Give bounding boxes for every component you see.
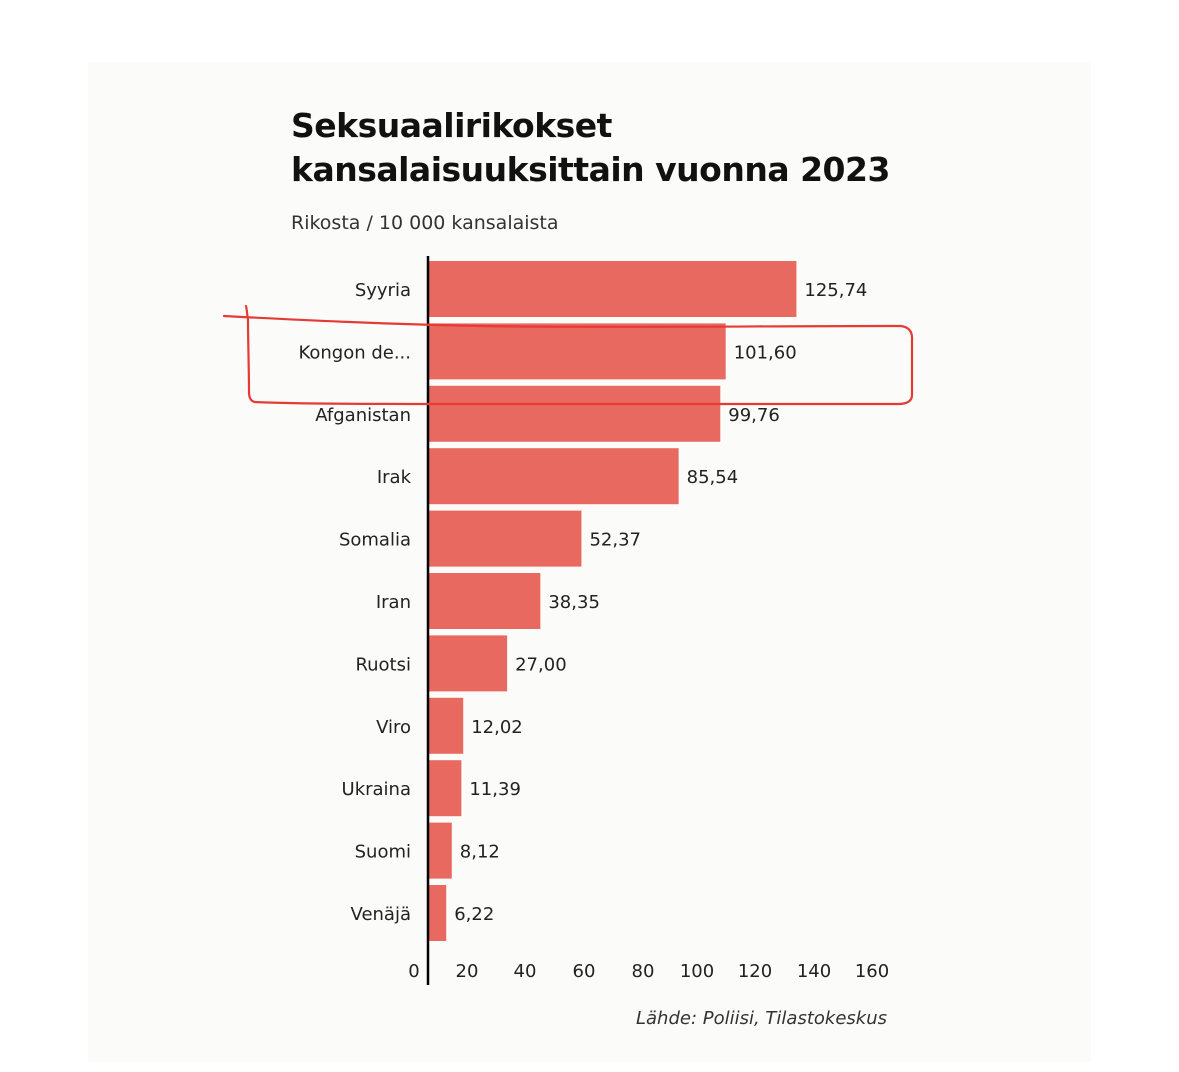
value-label: 99,76: [728, 405, 780, 426]
category-label: Viro: [376, 717, 411, 738]
bar-2: [428, 323, 726, 380]
value-label: 8,12: [460, 842, 500, 863]
x-tick-label: 40: [514, 961, 537, 982]
category-label: Suomi: [355, 842, 411, 863]
value-label: 12,02: [471, 717, 523, 738]
category-label: Kongon de...: [298, 342, 411, 363]
bar-7: [428, 635, 508, 692]
bar-10: [428, 822, 452, 879]
bar-9: [428, 760, 462, 817]
x-tick-label: 60: [573, 961, 596, 982]
value-label: 101,60: [734, 342, 797, 363]
chart-title: Seksuaalirikokset kansalaisuuksittain vu…: [291, 106, 890, 189]
x-tick-label: 140: [797, 961, 831, 982]
value-label: 38,35: [548, 592, 600, 613]
category-label: Ukraina: [342, 779, 411, 800]
bar-5: [428, 510, 582, 567]
x-tick-label: 0: [408, 961, 419, 982]
chart-card: [88, 62, 1091, 1062]
x-tick-label: 120: [738, 961, 772, 982]
bar-8: [428, 697, 464, 754]
category-label: Irak: [377, 467, 412, 488]
value-label: 6,22: [454, 904, 494, 925]
x-tick-label: 100: [680, 961, 714, 982]
bar-3: [428, 385, 721, 442]
value-label: 11,39: [469, 779, 521, 800]
x-tick-label: 80: [632, 961, 655, 982]
x-tick-label: 160: [855, 961, 889, 982]
value-label: 52,37: [589, 530, 641, 551]
value-label: 85,54: [687, 467, 739, 488]
bar-1: [428, 261, 797, 317]
category-label: Syyria: [355, 280, 411, 301]
category-label: Venäjä: [351, 904, 411, 925]
chart-subtitle: Rikosta / 10 000 kansalaista: [291, 212, 559, 234]
chart-source: Lähde: Poliisi, Tilastokeskus: [635, 1008, 887, 1029]
x-tick-label: 20: [456, 961, 479, 982]
bar-6: [428, 573, 541, 629]
bar-4: [428, 448, 679, 505]
category-label: Somalia: [339, 530, 411, 551]
category-label: Iran: [376, 592, 411, 613]
bar-11: [428, 885, 447, 941]
value-label: 27,00: [515, 654, 567, 675]
value-label: 125,74: [804, 280, 867, 301]
category-label: Ruotsi: [355, 654, 411, 675]
category-label: Afganistan: [315, 405, 411, 426]
